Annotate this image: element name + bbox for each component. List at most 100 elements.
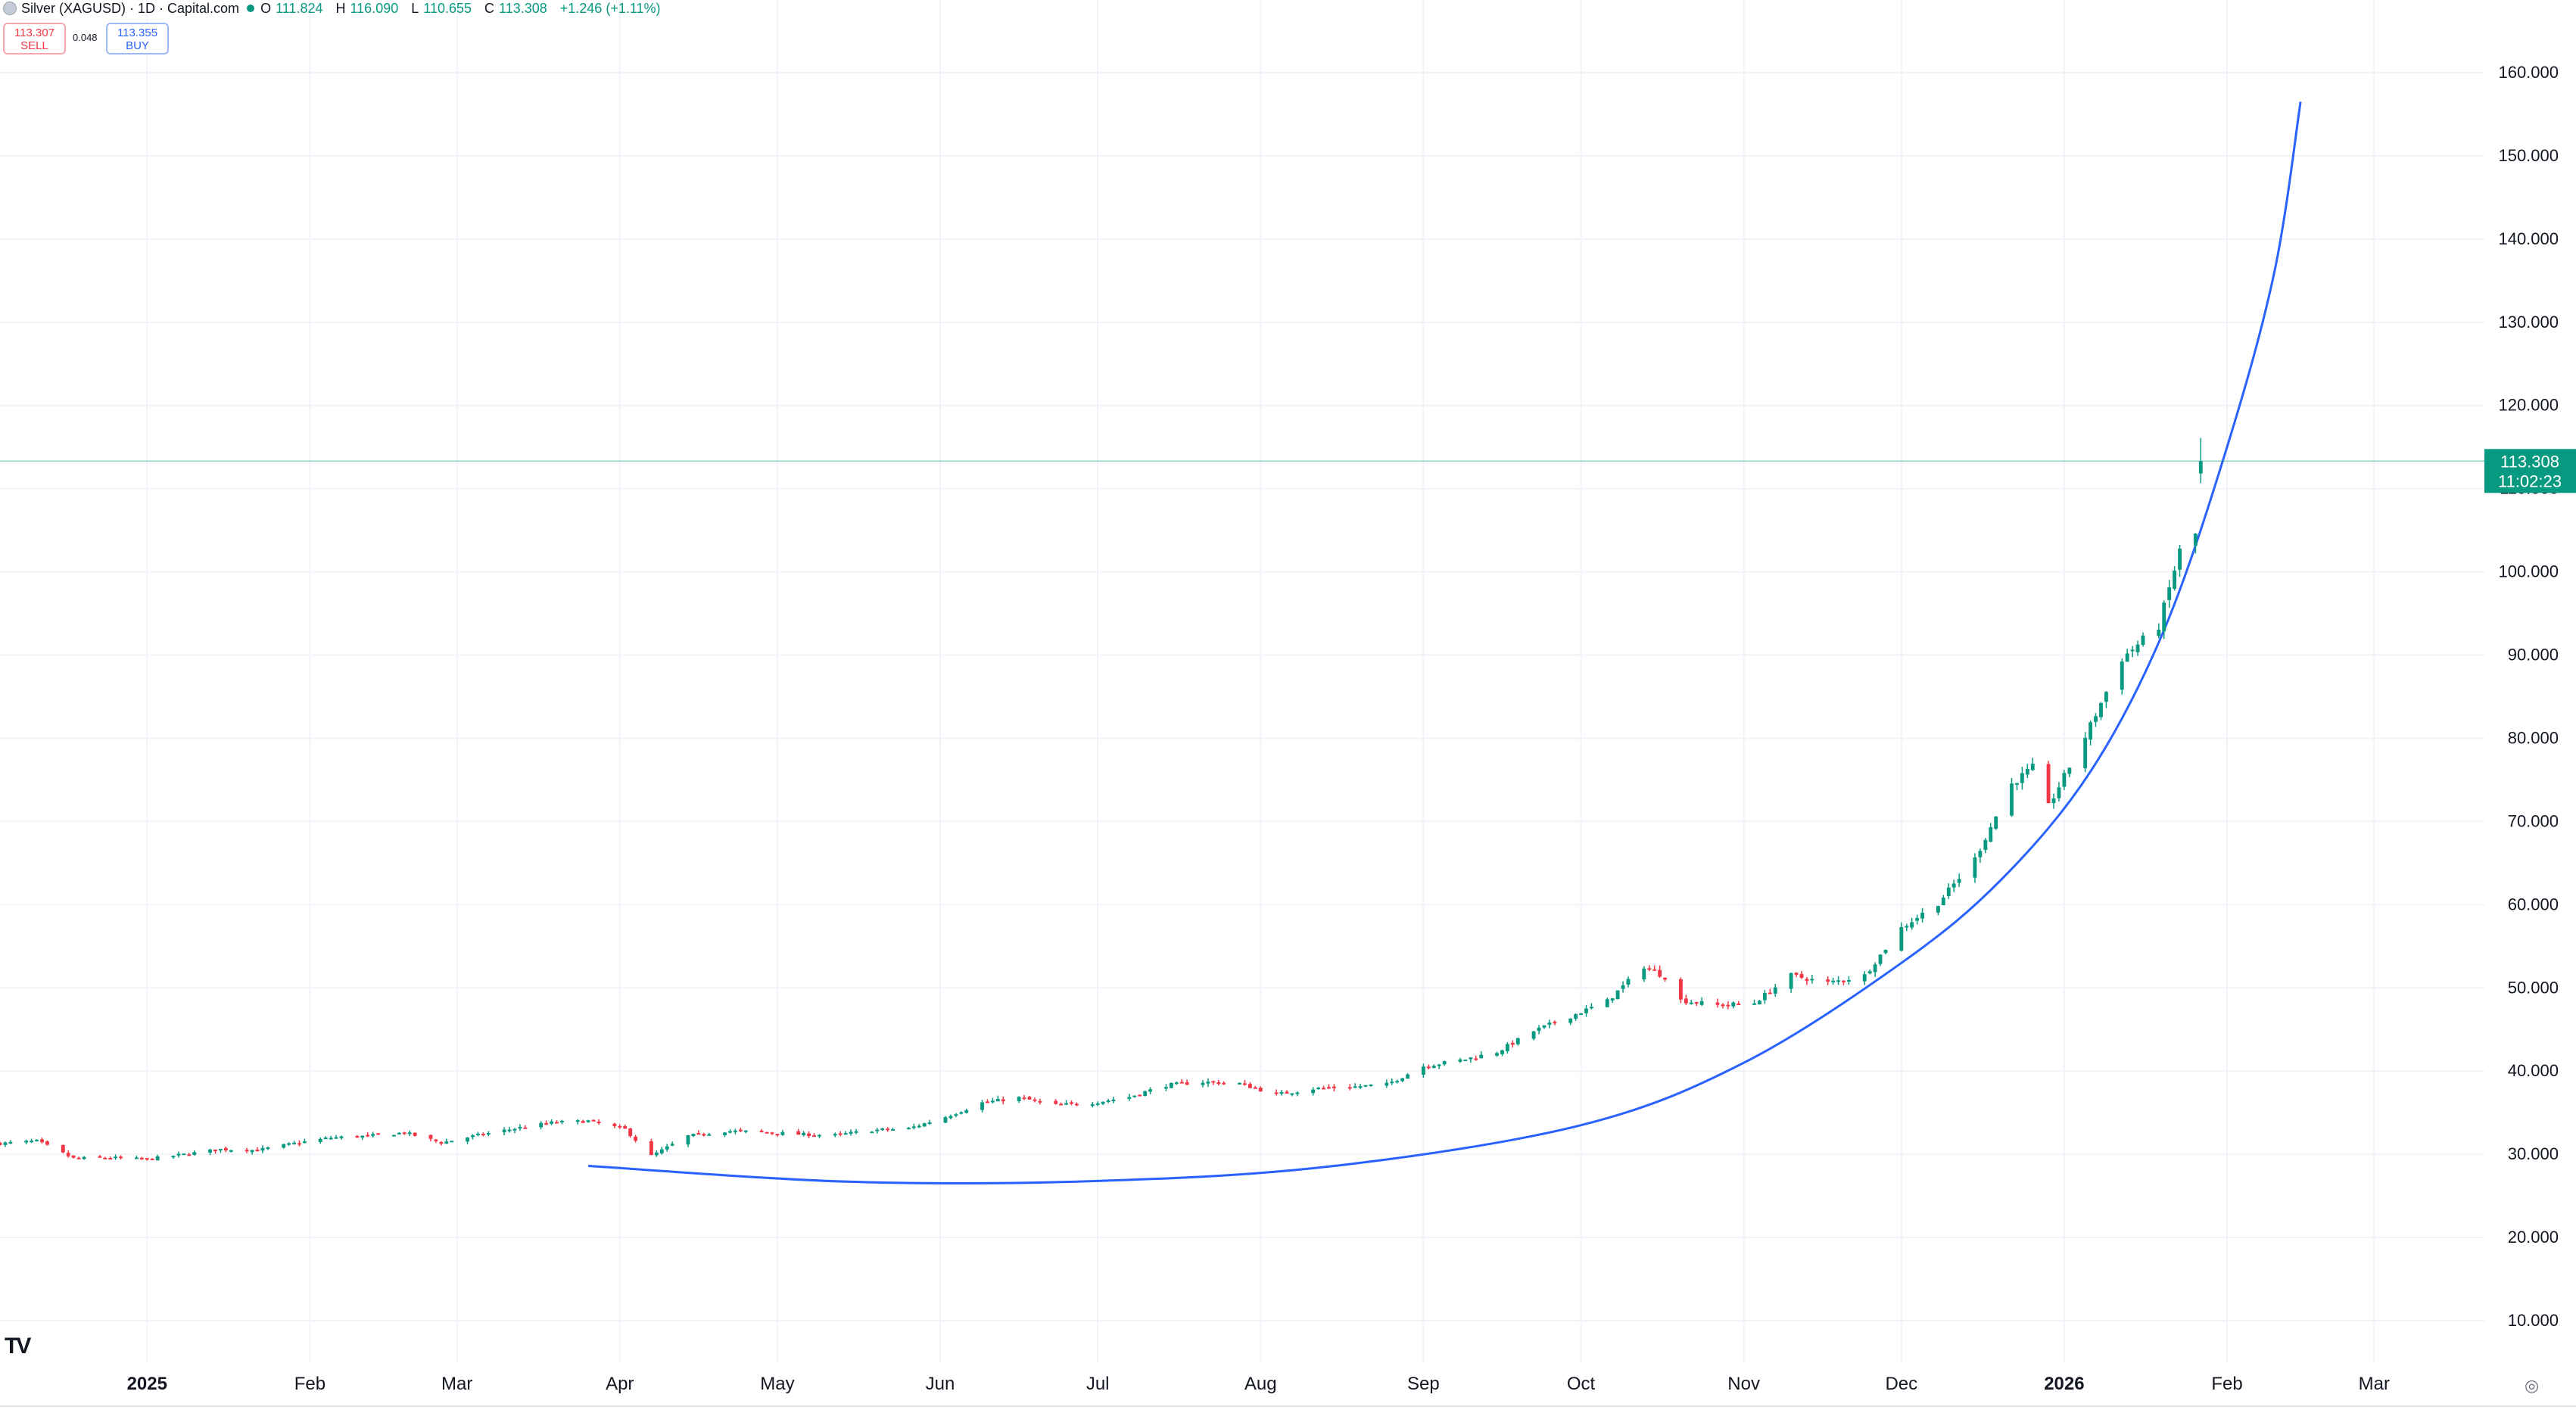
candle[interactable] bbox=[1463, 1059, 1468, 1061]
candle[interactable] bbox=[1469, 1057, 1473, 1063]
candle[interactable] bbox=[61, 1144, 65, 1153]
candle[interactable] bbox=[707, 1132, 712, 1136]
candle[interactable] bbox=[229, 1150, 233, 1153]
candle[interactable] bbox=[1243, 1079, 1247, 1086]
candle[interactable] bbox=[1059, 1102, 1064, 1106]
candle[interactable] bbox=[1327, 1084, 1331, 1089]
candle[interactable] bbox=[1138, 1094, 1142, 1097]
candle[interactable] bbox=[1694, 1001, 1699, 1007]
candle[interactable] bbox=[1163, 1084, 1168, 1091]
candle[interactable] bbox=[1867, 969, 1872, 975]
candle[interactable] bbox=[2067, 767, 2072, 777]
candle[interactable] bbox=[1810, 974, 1814, 984]
candle[interactable] bbox=[1369, 1084, 1373, 1088]
candle[interactable] bbox=[1752, 999, 1756, 1005]
candle[interactable] bbox=[1248, 1082, 1252, 1088]
candle[interactable] bbox=[1290, 1093, 1294, 1097]
candle[interactable] bbox=[964, 1108, 969, 1114]
candle[interactable] bbox=[376, 1133, 381, 1135]
candle[interactable] bbox=[287, 1142, 291, 1146]
candle[interactable] bbox=[1095, 1101, 1100, 1107]
candle[interactable] bbox=[103, 1156, 107, 1159]
candle[interactable] bbox=[623, 1124, 628, 1129]
candle[interactable] bbox=[1878, 954, 1883, 966]
candle[interactable] bbox=[187, 1153, 192, 1156]
candle[interactable] bbox=[1179, 1079, 1184, 1084]
candle[interactable] bbox=[2162, 600, 2166, 640]
candle[interactable] bbox=[1826, 976, 1830, 985]
candle[interactable] bbox=[1574, 1013, 1578, 1021]
candle[interactable] bbox=[1064, 1100, 1068, 1106]
candle[interactable] bbox=[339, 1135, 344, 1140]
candle[interactable] bbox=[1652, 965, 1657, 971]
candle[interactable] bbox=[649, 1138, 653, 1156]
candle[interactable] bbox=[581, 1119, 585, 1123]
candle[interactable] bbox=[2062, 770, 2067, 790]
candle[interactable] bbox=[71, 1155, 76, 1159]
candle[interactable] bbox=[927, 1119, 932, 1125]
candle[interactable] bbox=[114, 1154, 118, 1160]
candle[interactable] bbox=[818, 1134, 821, 1139]
candle[interactable] bbox=[1721, 1003, 1725, 1009]
candle[interactable] bbox=[812, 1133, 816, 1138]
candle[interactable] bbox=[1106, 1098, 1110, 1103]
candle[interactable] bbox=[518, 1124, 522, 1131]
candle[interactable] bbox=[1258, 1086, 1263, 1092]
candle[interactable] bbox=[1222, 1081, 1226, 1085]
candle[interactable] bbox=[2099, 702, 2103, 721]
candle[interactable] bbox=[1075, 1102, 1079, 1107]
candle[interactable] bbox=[1431, 1064, 1436, 1069]
candle[interactable] bbox=[1689, 1000, 1693, 1005]
candle[interactable] bbox=[1322, 1085, 1325, 1090]
candle[interactable] bbox=[2167, 580, 2172, 609]
candle[interactable] bbox=[995, 1095, 1000, 1102]
candle[interactable] bbox=[292, 1141, 296, 1145]
candle[interactable] bbox=[1831, 977, 1836, 985]
candle[interactable] bbox=[1537, 1025, 1541, 1035]
candle[interactable] bbox=[555, 1120, 559, 1124]
candle[interactable] bbox=[1983, 838, 1988, 854]
candle[interactable] bbox=[807, 1131, 811, 1138]
candle[interactable] bbox=[0, 1141, 2, 1146]
candle[interactable] bbox=[1799, 970, 1804, 979]
candle[interactable] bbox=[145, 1157, 149, 1161]
candle[interactable] bbox=[407, 1130, 412, 1137]
candle[interactable] bbox=[1789, 972, 1793, 993]
candle[interactable] bbox=[1715, 998, 1720, 1008]
candle[interactable] bbox=[428, 1135, 433, 1142]
candle[interactable] bbox=[1842, 979, 1846, 985]
candle[interactable] bbox=[391, 1135, 396, 1137]
candle[interactable] bbox=[1973, 853, 1977, 883]
candle[interactable] bbox=[2051, 793, 2056, 809]
candle[interactable] bbox=[303, 1138, 307, 1144]
candle[interactable] bbox=[959, 1111, 964, 1115]
candle[interactable] bbox=[2094, 713, 2098, 727]
candle[interactable] bbox=[98, 1154, 102, 1158]
candle[interactable] bbox=[35, 1139, 39, 1142]
candle[interactable] bbox=[1316, 1087, 1321, 1090]
candle[interactable] bbox=[1610, 998, 1615, 1004]
candle[interactable] bbox=[1873, 962, 1877, 977]
candle[interactable] bbox=[150, 1158, 154, 1160]
buy-button[interactable]: 113.355 BUY bbox=[106, 23, 169, 54]
candle[interactable] bbox=[1101, 1101, 1105, 1106]
candle[interactable] bbox=[1211, 1080, 1216, 1085]
candle[interactable] bbox=[1111, 1097, 1116, 1103]
candle[interactable] bbox=[770, 1131, 774, 1135]
candle[interactable] bbox=[30, 1138, 34, 1144]
candle[interactable] bbox=[917, 1124, 921, 1128]
candle[interactable] bbox=[266, 1147, 270, 1150]
candle[interactable] bbox=[2193, 533, 2198, 554]
candle[interactable] bbox=[1332, 1084, 1336, 1091]
candle[interactable] bbox=[3, 1141, 8, 1147]
candle[interactable] bbox=[1347, 1084, 1352, 1091]
candle[interactable] bbox=[1941, 895, 1945, 906]
candle[interactable] bbox=[213, 1149, 217, 1154]
candle[interactable] bbox=[355, 1135, 360, 1138]
candle[interactable] bbox=[471, 1134, 475, 1140]
candle[interactable] bbox=[1090, 1101, 1095, 1108]
candle[interactable] bbox=[2141, 632, 2145, 647]
candle[interactable] bbox=[765, 1131, 769, 1134]
candle[interactable] bbox=[182, 1153, 186, 1156]
parabolic-curve-drawing[interactable] bbox=[588, 101, 2302, 1184]
